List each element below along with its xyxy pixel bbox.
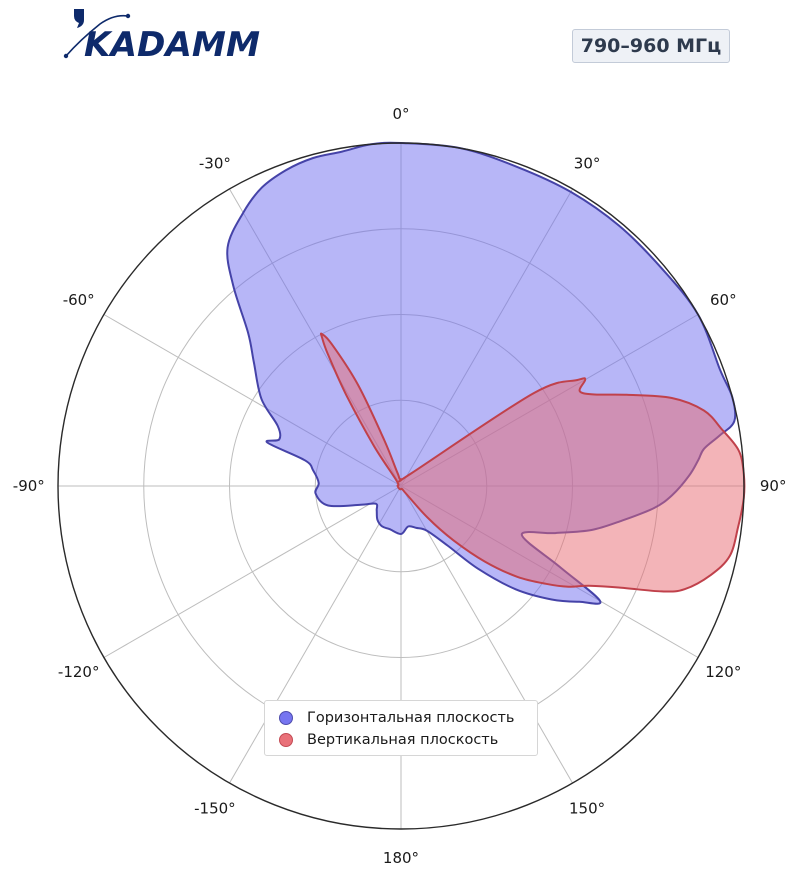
kadamm-logo: KADAMM	[62, 6, 267, 65]
angular-gridline-8	[103, 485, 402, 658]
tick-label-7: -150°	[194, 799, 236, 817]
legend: Горизонтальная плоскость Вертикальная пл…	[264, 700, 538, 756]
outer-ring	[57, 142, 745, 830]
legend-label-horizontal: Горизонтальная плоскость	[307, 710, 515, 726]
tick-label-6: 180°	[383, 849, 419, 867]
angular-gridline-5	[400, 485, 573, 784]
legend-swatch-vertical-icon	[279, 733, 293, 747]
logo-graphic: KADAMM	[63, 9, 260, 65]
tick-label-2: 60°	[710, 291, 737, 309]
series-vertical-area	[319, 332, 746, 593]
tick-label-1: 30°	[574, 155, 601, 173]
logo-wordmark: KADAMM	[84, 25, 260, 64]
tick-label-5: 150°	[569, 799, 605, 817]
frequency-badge: 790–960 МГц	[572, 29, 730, 63]
legend-swatch-horizontal-icon	[279, 711, 293, 725]
angular-gridline-7	[229, 485, 402, 784]
tick-label-4: 120°	[705, 663, 741, 681]
legend-item-vertical: Вертикальная плоскость	[279, 729, 527, 751]
tick-label-9: -90°	[13, 477, 45, 495]
series-layer	[226, 141, 746, 605]
tick-label-10: -60°	[63, 291, 95, 309]
tick-label-3: 90°	[760, 477, 787, 495]
tick-label-11: -30°	[199, 155, 231, 173]
legend-item-horizontal: Горизонтальная плоскость	[279, 707, 527, 729]
tick-label-0: 0°	[392, 105, 409, 123]
angle-tick-labels: 0° 30° 60° 90° 120° 150° 180° -150° -120° -90° -60…	[13, 105, 787, 867]
tick-label-8: -120°	[58, 663, 100, 681]
legend-label-vertical: Вертикальная плоскость	[307, 732, 499, 748]
